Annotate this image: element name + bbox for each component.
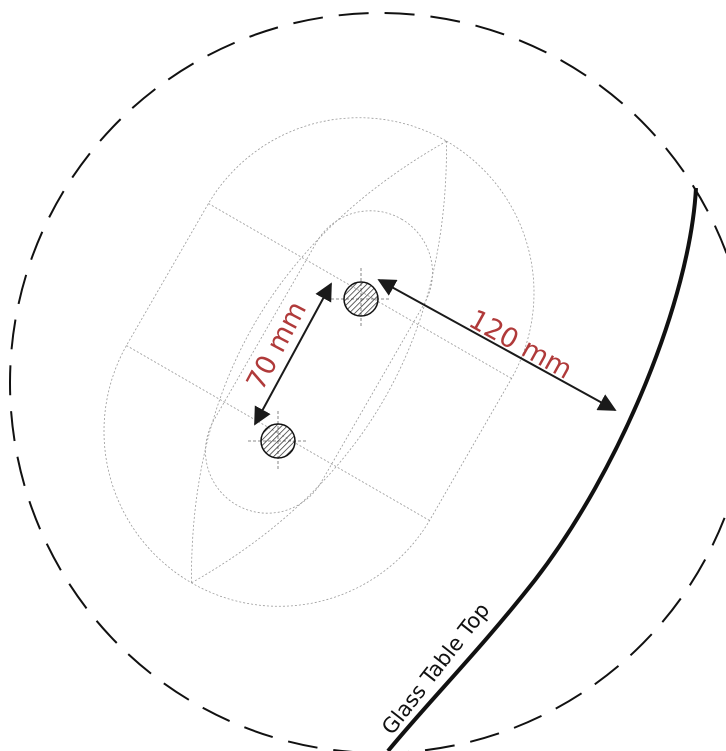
detail-boundary-circle bbox=[9, 12, 726, 751]
glass-table-top-label: Glass Table Top bbox=[377, 598, 494, 739]
bracket-lens-right bbox=[191, 141, 447, 584]
dimension-line-edge-distance bbox=[377, 279, 617, 411]
glass-edge-arc bbox=[386, 187, 698, 751]
dimension-label-edge-distance: 120 mm bbox=[464, 304, 578, 386]
bracket-slot-outline bbox=[205, 210, 433, 514]
bolt-upper bbox=[331, 268, 391, 328]
dimension-label-bolt-spacing: 70 mm bbox=[241, 296, 313, 395]
dimension-line-bolt-spacing bbox=[254, 282, 332, 426]
bracket-outline bbox=[103, 117, 535, 607]
bracket-lens-left bbox=[191, 140, 447, 583]
bracket-outer-outline bbox=[103, 117, 535, 607]
